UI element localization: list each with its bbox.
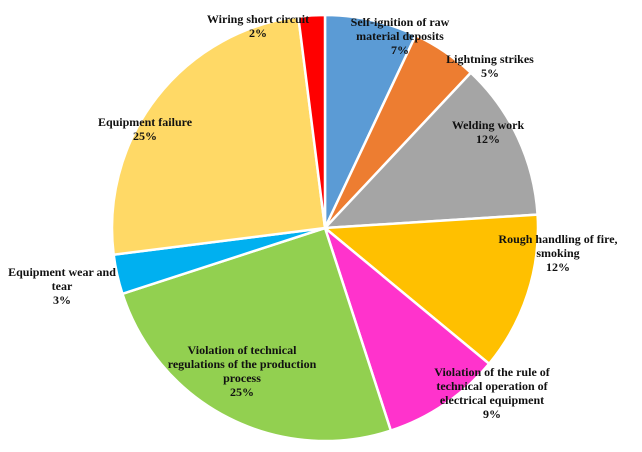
category-label: Equipment failure — [97, 115, 193, 129]
category-label: Rough handling of fire, smoking — [498, 232, 618, 260]
pie-slice — [120, 226, 393, 443]
slice-label: Self-ignition of raw material deposits 7% — [345, 15, 455, 57]
category-label: Violation of technical regulations of th… — [167, 343, 317, 385]
pie-slice — [296, 13, 327, 229]
category-label: Welding work — [451, 118, 525, 132]
value-label: 5% — [481, 66, 499, 80]
category-label: Equipment wear and tear — [8, 265, 116, 293]
value-label: 7% — [391, 43, 409, 57]
slice-label: Violation of technical regulations of th… — [162, 343, 322, 399]
value-label: 2% — [249, 26, 267, 40]
value-label: 3% — [53, 293, 71, 307]
slice-label: Welding work 12% — [438, 118, 538, 146]
slice-label: Rough handling of fire, smoking 12% — [483, 232, 633, 274]
category-label: Wiring short circuit — [206, 12, 310, 26]
value-label: 25% — [230, 385, 254, 399]
value-label: 9% — [483, 407, 501, 421]
slice-label: Equipment failure 25% — [80, 115, 210, 143]
value-label: 12% — [546, 260, 570, 274]
slice-label: Equipment wear and tear 3% — [0, 265, 127, 307]
pie-slice — [321, 70, 539, 230]
slice-label: Lightning strikes 5% — [435, 52, 545, 80]
category-label: Lightning strikes — [446, 52, 534, 66]
category-label: Self-ignition of raw material deposits — [350, 15, 450, 43]
category-label: Violation of the rule of technical opera… — [434, 365, 550, 407]
value-label: 12% — [476, 132, 500, 146]
slice-label: Violation of the rule of technical opera… — [417, 365, 567, 421]
pie-slice — [110, 15, 327, 257]
slice-label: Wiring short circuit 2% — [193, 12, 323, 40]
value-label: 25% — [133, 129, 157, 143]
pie-slice — [322, 224, 491, 433]
pie-slice — [321, 213, 540, 366]
